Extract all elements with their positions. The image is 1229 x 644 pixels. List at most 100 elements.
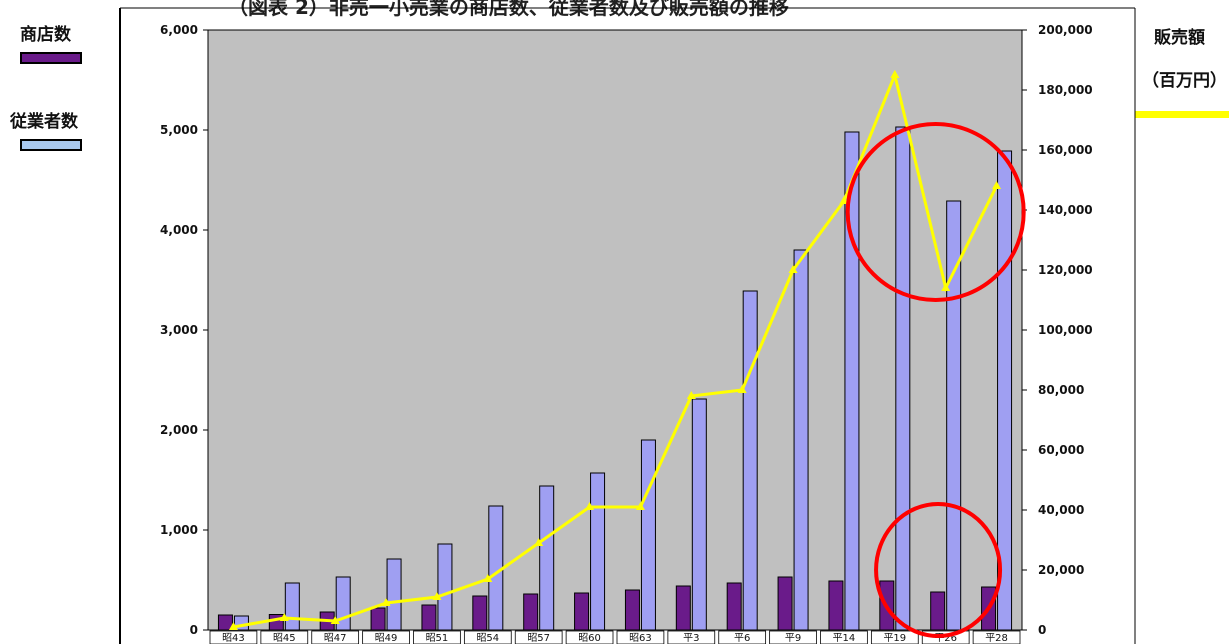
point-sales (788, 265, 798, 273)
right-tick-label: 120,000 (1038, 263, 1093, 277)
bar-shops (421, 604, 437, 631)
bar-employees (946, 200, 962, 631)
category-label-box (463, 630, 512, 644)
legend-label-employees: 従業者数 (10, 112, 78, 132)
point-sales (534, 538, 544, 546)
legend-swatch-sales (1135, 111, 1229, 118)
point-sales (635, 502, 645, 510)
bar-employees (539, 485, 555, 631)
right-tick-label: 160,000 (1038, 143, 1093, 157)
point-sales (737, 385, 747, 393)
left-tick-label: 2,000 (160, 423, 198, 437)
bar-employees (793, 249, 809, 631)
category-label-box (769, 630, 817, 644)
bar-shops (930, 591, 946, 631)
left-tick-label: 3,000 (160, 323, 198, 337)
category-label: 平14 (833, 633, 856, 644)
category-label: 昭54 (476, 632, 499, 644)
point-sales (330, 616, 340, 624)
category-label: 昭45 (273, 632, 296, 644)
category-label: 昭49 (375, 632, 398, 644)
bar-employees (895, 126, 911, 631)
category-label-box (870, 630, 919, 644)
legend-label-sales: 販売額 (1154, 28, 1205, 48)
point-sales (585, 502, 595, 510)
category-label-box (362, 630, 410, 644)
point-sales (890, 70, 900, 78)
bar-employees (742, 290, 758, 631)
category-label-box (972, 630, 1021, 644)
point-sales (483, 574, 493, 582)
point-sales (381, 598, 391, 606)
category-label-box (514, 630, 563, 644)
category-label: 平26 (934, 633, 957, 644)
point-sales (992, 181, 1002, 189)
category-label: 昭57 (527, 632, 550, 644)
category-label: 平28 (985, 633, 1008, 644)
point-sales (686, 391, 696, 399)
category-label: 昭47 (324, 632, 347, 644)
right-tick-label: 180,000 (1038, 83, 1093, 97)
line-sales (233, 70, 998, 629)
category-label-box (667, 630, 716, 644)
bar-employees (488, 505, 504, 631)
bar-shops (523, 593, 539, 631)
point-sales (279, 613, 289, 621)
category-label-box (413, 630, 461, 644)
category-label-box (565, 630, 614, 644)
bar-shops (777, 576, 793, 631)
bar-shops (624, 589, 640, 631)
right-tick-label: 0 (1038, 623, 1046, 637)
category-label: 昭51 (426, 632, 449, 644)
bar-employees (437, 543, 453, 631)
category-label-box (260, 630, 309, 644)
left-tick-label: 0 (190, 623, 198, 637)
bar-shops (574, 592, 590, 631)
bar-shops (268, 614, 284, 631)
bar-employees (640, 439, 656, 631)
category-label: 昭63 (629, 632, 652, 644)
left-tick-label: 5,000 (160, 123, 198, 137)
left-tick-label: 4,000 (160, 223, 198, 237)
category-label-box (820, 630, 868, 644)
left-tick-label: 1,000 (160, 523, 198, 537)
right-tick-label: 100,000 (1038, 323, 1093, 337)
category-label: 平6 (734, 633, 750, 644)
right-tick-label: 80,000 (1038, 383, 1084, 397)
right-tick-label: 40,000 (1038, 503, 1084, 517)
bar-employees (691, 398, 707, 631)
bar-shops (726, 582, 742, 631)
legend-label-sales-unit: （百万円） (1142, 71, 1227, 91)
right-tick-label: 20,000 (1038, 563, 1084, 577)
category-label: 昭60 (578, 632, 601, 644)
bar-shops (675, 585, 691, 631)
category-label-box (718, 630, 767, 644)
bar-shops (472, 595, 488, 631)
chart-title: （図表 2）非売一小売業の商店数、従業者数及び販売額の推移 (228, 0, 789, 19)
right-tick-label: 140,000 (1038, 203, 1093, 217)
left-tick-label: 6,000 (160, 23, 198, 37)
right-tick-label: 200,000 (1038, 23, 1093, 37)
annotation-circle-shops (874, 502, 1003, 638)
bar-employees (844, 131, 860, 631)
category-label-box (616, 630, 665, 644)
category-label-box (311, 630, 360, 644)
point-sales (941, 283, 951, 291)
bar-shops (828, 580, 844, 631)
category-label: 平3 (683, 633, 699, 644)
category-label: 昭43 (222, 632, 245, 644)
category-label: 平19 (883, 633, 906, 644)
bar-employees (590, 472, 606, 631)
category-label: 平9 (785, 633, 801, 644)
point-sales (432, 592, 442, 600)
bar-shops (217, 614, 233, 631)
category-label-box (209, 630, 258, 644)
annotation-circle-sales (845, 122, 1026, 302)
legend-label-shops: 商店数 (20, 25, 71, 45)
bar-employees (284, 582, 300, 631)
point-sales (839, 196, 849, 204)
bar-shops (370, 607, 386, 631)
bar-employees (386, 558, 402, 631)
point-sales (228, 622, 238, 630)
